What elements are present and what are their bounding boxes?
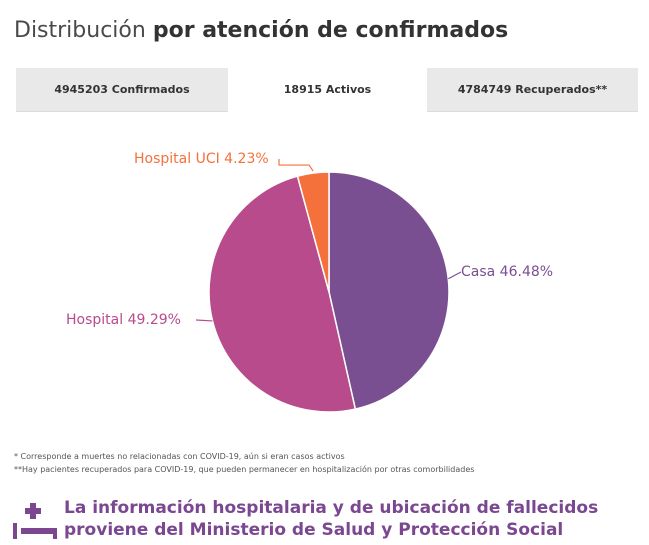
tab-confirmados[interactable]: 4945203 Confirmados [16,68,228,112]
tab-recuperados[interactable]: 4784749 Recuperados** [427,68,638,112]
footer-text: La información hospitalaria y de ubicaci… [64,497,598,541]
slice-label-hospital: Hospital 49.29% [66,312,181,328]
pie-slice-hospital-uci [296,171,330,293]
footnotes: * Corresponde a muertes no relacionadas … [14,450,474,476]
leader-line-hospital-uci [278,159,314,172]
footer-line-1: La información hospitalaria y de ubicaci… [64,498,599,518]
footnote-2: **Hay pacientes recuperados para COVID-1… [14,465,475,474]
tab-activos[interactable]: 18915 Activos [228,68,427,112]
title-bold: por atención de confirmados [152,18,509,43]
tab-bar: 4945203 Confirmados 18915 Activos 478474… [16,68,638,112]
slice-label-hospital-uci: Hospital UCI 4.23% [134,151,269,167]
chart-panel: 4945203 Confirmados 18915 Activos 478474… [16,68,638,501]
hospital-bed-icon [13,503,57,539]
pie-slice-casa [328,171,450,410]
footnote-1: * Corresponde a muertes no relacionadas … [14,452,345,461]
slice-label-casa: Casa 46.48% [461,264,553,280]
page-title: Distribución por atención de confirmados [14,18,508,43]
pie-chart: Casa 46.48% Hospital 49.29% Hospital UCI 4… [66,151,553,413]
leader-line-casa [447,271,462,280]
leader-line-hospital [195,319,213,322]
pie-slice-hospital [208,175,357,413]
footer-line-2: proviene del Ministerio de Salud y Prote… [64,520,564,540]
title-light: Distribución [14,18,146,43]
chart-area: Casa 46.48% Hospital 49.29% Hospital UCI 4… [16,112,638,501]
